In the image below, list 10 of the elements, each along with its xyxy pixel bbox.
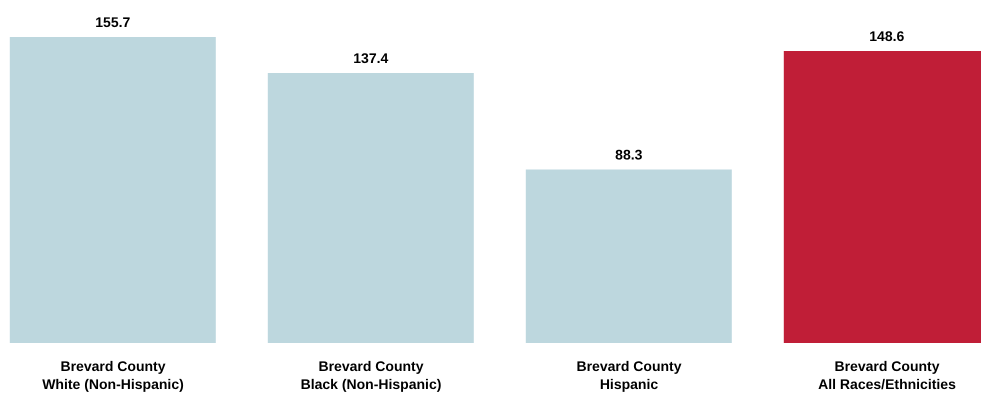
data-label: 137.4 <box>353 50 389 66</box>
data-label: 88.3 <box>615 146 643 162</box>
data-label: 155.7 <box>95 14 131 30</box>
data-label: 148.6 <box>869 28 905 44</box>
x-tick-label: Brevard County Black (Non-Hispanic) <box>300 358 442 392</box>
x-tick-label: Brevard County Hispanic <box>576 358 682 392</box>
bar <box>268 73 474 343</box>
bar <box>10 37 216 343</box>
x-tick-label: Brevard County White (Non-Hispanic) <box>42 358 184 392</box>
x-tick-label: Brevard County All Races/Ethnicities <box>818 358 956 392</box>
